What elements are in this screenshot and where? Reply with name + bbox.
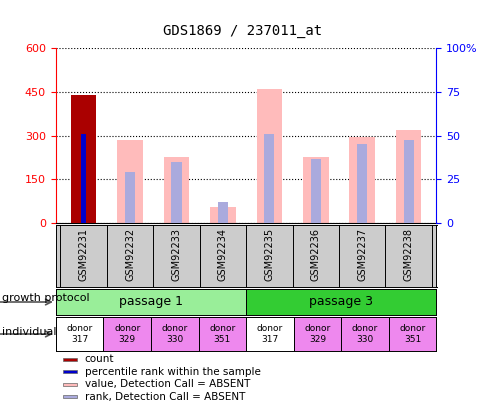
Bar — [245, 289, 436, 315]
Bar — [395, 130, 421, 223]
Bar — [349, 137, 374, 223]
Bar — [198, 317, 245, 351]
Text: GSM92234: GSM92234 — [217, 228, 227, 281]
Text: donor
329: donor 329 — [114, 324, 140, 344]
Text: donor
329: donor 329 — [304, 324, 330, 344]
Text: passage 1: passage 1 — [119, 296, 182, 309]
Text: passage 3: passage 3 — [309, 296, 373, 309]
Text: GDS1869 / 237011_at: GDS1869 / 237011_at — [163, 24, 321, 38]
Text: donor
330: donor 330 — [351, 324, 378, 344]
Bar — [302, 158, 328, 223]
Bar — [63, 383, 77, 386]
Bar — [63, 358, 77, 361]
Text: GSM92237: GSM92237 — [357, 228, 366, 281]
Text: donor
330: donor 330 — [161, 324, 187, 344]
Bar — [245, 317, 293, 351]
Bar — [210, 207, 235, 223]
Bar — [125, 172, 135, 223]
Bar — [63, 370, 77, 373]
Bar — [388, 317, 436, 351]
Bar — [356, 144, 366, 223]
Text: percentile rank within the sample: percentile rank within the sample — [85, 367, 260, 377]
Text: individual: individual — [2, 327, 57, 337]
Bar — [171, 162, 181, 223]
Bar — [63, 395, 77, 398]
Text: GSM92238: GSM92238 — [403, 228, 413, 281]
Bar — [81, 134, 86, 223]
Bar — [403, 140, 413, 223]
Bar — [293, 317, 341, 351]
Bar — [117, 140, 142, 223]
Text: rank, Detection Call = ABSENT: rank, Detection Call = ABSENT — [85, 392, 244, 402]
Bar — [310, 159, 320, 223]
Text: GSM92233: GSM92233 — [171, 228, 181, 281]
Text: donor
351: donor 351 — [209, 324, 235, 344]
Bar — [56, 317, 103, 351]
Bar — [151, 317, 198, 351]
Bar — [217, 202, 227, 223]
Text: growth protocol: growth protocol — [2, 293, 90, 303]
Text: donor
317: donor 317 — [66, 324, 92, 344]
Text: GSM92231: GSM92231 — [78, 228, 89, 281]
Bar — [71, 95, 96, 223]
Text: GSM92236: GSM92236 — [310, 228, 320, 281]
Bar — [164, 158, 189, 223]
Text: count: count — [85, 354, 114, 364]
Bar — [264, 134, 274, 223]
Bar — [103, 317, 151, 351]
Bar — [256, 89, 282, 223]
Text: value, Detection Call = ABSENT: value, Detection Call = ABSENT — [85, 379, 250, 389]
Text: GSM92232: GSM92232 — [125, 228, 135, 281]
Text: GSM92235: GSM92235 — [264, 228, 274, 281]
Text: donor
317: donor 317 — [257, 324, 283, 344]
Text: donor
351: donor 351 — [399, 324, 425, 344]
Bar — [56, 289, 245, 315]
Bar — [341, 317, 388, 351]
